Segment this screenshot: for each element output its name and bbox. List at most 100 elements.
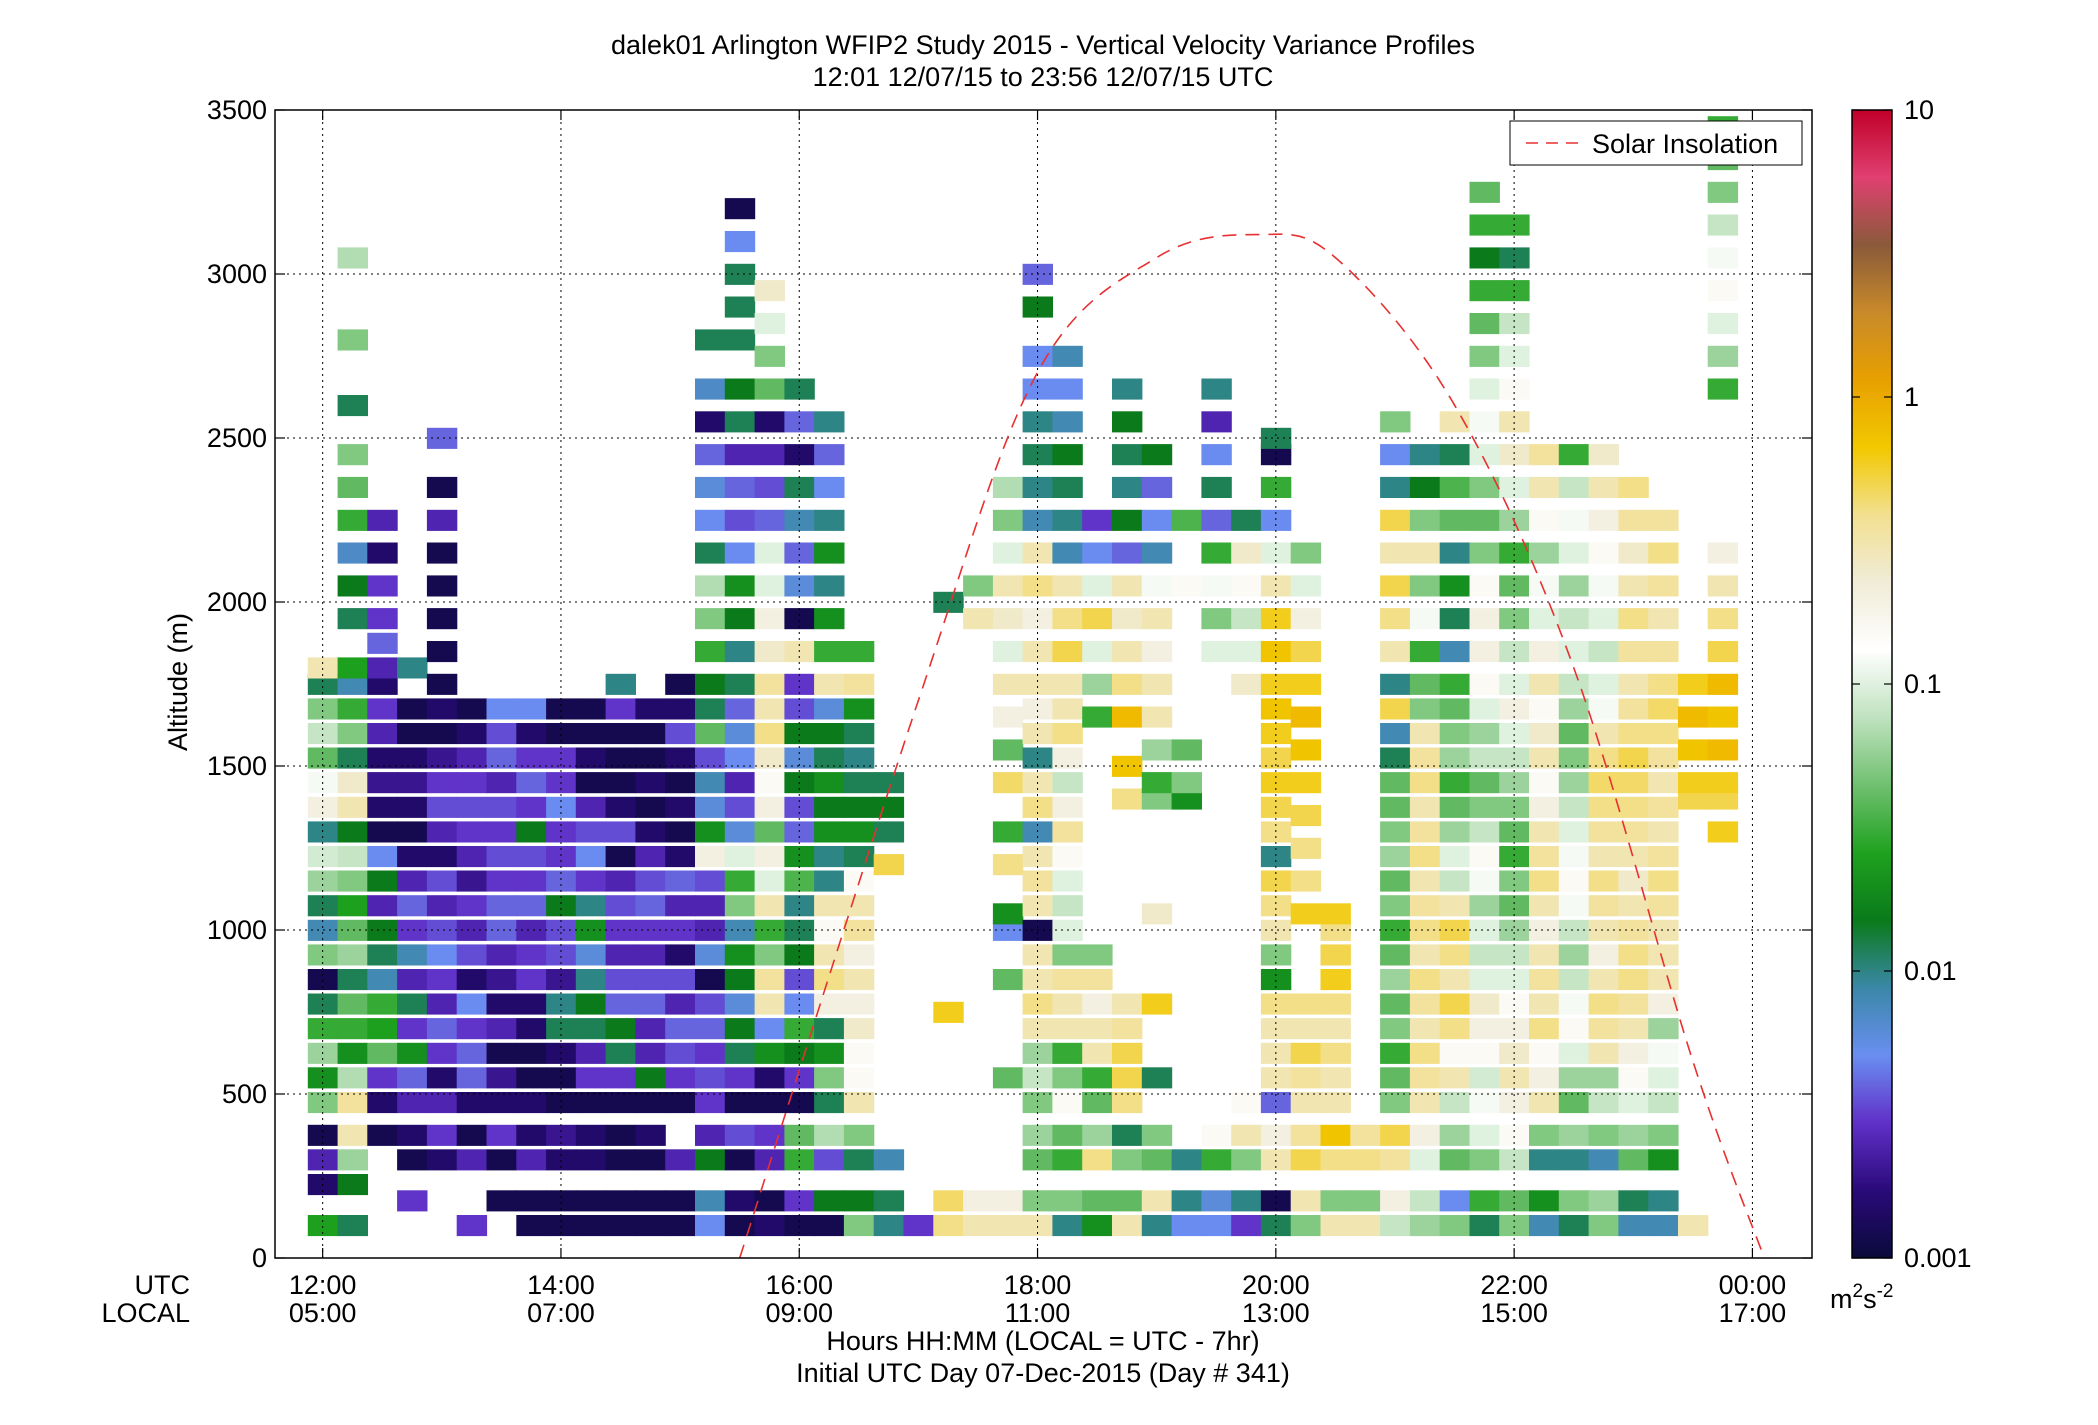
heatmap-cell (1409, 575, 1441, 597)
heatmap-cell (516, 895, 547, 917)
heatmap-cell (754, 1067, 785, 1089)
heatmap-cell (724, 231, 756, 253)
heatmap-cell (1499, 846, 1530, 868)
heatmap-cell (784, 895, 815, 917)
heatmap-cell (516, 846, 547, 868)
heatmap-cell (665, 919, 696, 941)
heatmap-cell (1201, 1124, 1232, 1146)
heatmap-cell (337, 476, 368, 498)
heatmap-cell (724, 1190, 756, 1212)
heatmap-cell (1439, 1124, 1471, 1146)
heatmap-cell (605, 846, 636, 868)
heatmap-cell (1648, 895, 1679, 917)
heatmap-cell (1618, 698, 1649, 720)
heatmap-cell (1409, 1042, 1441, 1064)
heatmap-cell (695, 772, 726, 794)
heatmap-cell (1260, 698, 1292, 720)
heatmap-cell (1380, 796, 1411, 818)
heatmap-cell (992, 1067, 1024, 1089)
heatmap-cell (1201, 1149, 1232, 1171)
heatmap-cell (367, 1124, 398, 1146)
y-tick-label: 500 (222, 1079, 267, 1109)
heatmap-cell (1380, 723, 1411, 745)
heatmap-cell (337, 608, 368, 630)
heatmap-cell (724, 608, 756, 630)
heatmap-cell (843, 747, 875, 769)
heatmap-cell (1529, 1042, 1560, 1064)
heatmap-cell (1588, 821, 1619, 843)
heatmap-cell (546, 698, 577, 720)
heatmap-cell (1290, 837, 1322, 859)
heatmap-cell (724, 509, 756, 531)
heatmap-cell (814, 747, 845, 769)
heatmap-cell (963, 575, 994, 597)
heatmap-cell (1022, 673, 1053, 695)
heatmap-cell (1439, 944, 1471, 966)
heatmap-cell (843, 723, 875, 745)
heatmap-cell (724, 944, 756, 966)
heatmap-cell (1112, 1190, 1143, 1212)
heatmap-cell (546, 723, 577, 745)
heatmap-cell (1112, 608, 1143, 630)
heatmap-cell (1648, 723, 1679, 745)
heatmap-cell (1320, 919, 1351, 941)
heatmap-cell (605, 1018, 636, 1040)
heatmap-cell (1588, 1215, 1619, 1237)
heatmap-cell (665, 969, 696, 991)
heatmap-cell (1052, 895, 1083, 917)
heatmap-cell (1529, 476, 1560, 498)
heatmap-cell (1052, 542, 1083, 564)
heatmap-cell (1469, 575, 1500, 597)
heatmap-cell (1588, 846, 1619, 868)
heatmap-cell (1320, 1042, 1351, 1064)
heatmap-cell (695, 846, 726, 868)
heatmap-cell (397, 1042, 428, 1064)
heatmap-cell (1141, 788, 1173, 810)
heatmap-cell (724, 919, 756, 941)
heatmap-cell (1082, 993, 1113, 1015)
heatmap-cell (456, 796, 488, 818)
heatmap-cell (605, 747, 636, 769)
heatmap-cell (1082, 1042, 1113, 1064)
heatmap-cell (397, 870, 428, 892)
x-tick-label-local: 15:00 (1480, 1298, 1548, 1328)
heatmap-cell (1260, 895, 1292, 917)
heatmap-cell (1618, 1190, 1649, 1212)
heatmap-cell (1439, 919, 1471, 941)
x-tick-label-local: 17:00 (1719, 1298, 1787, 1328)
heatmap-cell (337, 821, 368, 843)
heatmap-cell (1588, 772, 1619, 794)
heatmap-cell (754, 280, 785, 302)
heatmap-cell (1529, 673, 1560, 695)
heatmap-cell (1469, 378, 1500, 400)
heatmap-cell (1141, 993, 1173, 1015)
heatmap-cell (1558, 698, 1590, 720)
heatmap-cell (1380, 411, 1411, 433)
heatmap-cell (784, 846, 815, 868)
heatmap-cell (1052, 1018, 1083, 1040)
heatmap-cell (814, 846, 845, 868)
heatmap-cell (1469, 1190, 1500, 1212)
heatmap-cell (456, 698, 488, 720)
heatmap-cell (456, 1092, 488, 1114)
heatmap-cell (1439, 411, 1471, 433)
heatmap-cell (1409, 1149, 1441, 1171)
heatmap-cell (695, 1092, 726, 1114)
heatmap-cell (784, 1215, 815, 1237)
heatmap-cell (1529, 509, 1560, 531)
heatmap-cell (724, 296, 756, 318)
legend-frame (1509, 120, 1803, 166)
heatmap-cell (963, 1190, 994, 1212)
heatmap-cell (337, 895, 368, 917)
heatmap-cell (456, 969, 488, 991)
heatmap-cell (1022, 1149, 1053, 1171)
heatmap-cell (1648, 772, 1679, 794)
heatmap-cell (1320, 944, 1351, 966)
heatmap-cell (1052, 1067, 1083, 1089)
heatmap-cell (1260, 1149, 1292, 1171)
heatmap-cell (1022, 1124, 1053, 1146)
heatmap-cell (843, 944, 875, 966)
heatmap-cell (1469, 846, 1500, 868)
heatmap-cell (1439, 444, 1471, 466)
heatmap-cell (1141, 673, 1173, 695)
